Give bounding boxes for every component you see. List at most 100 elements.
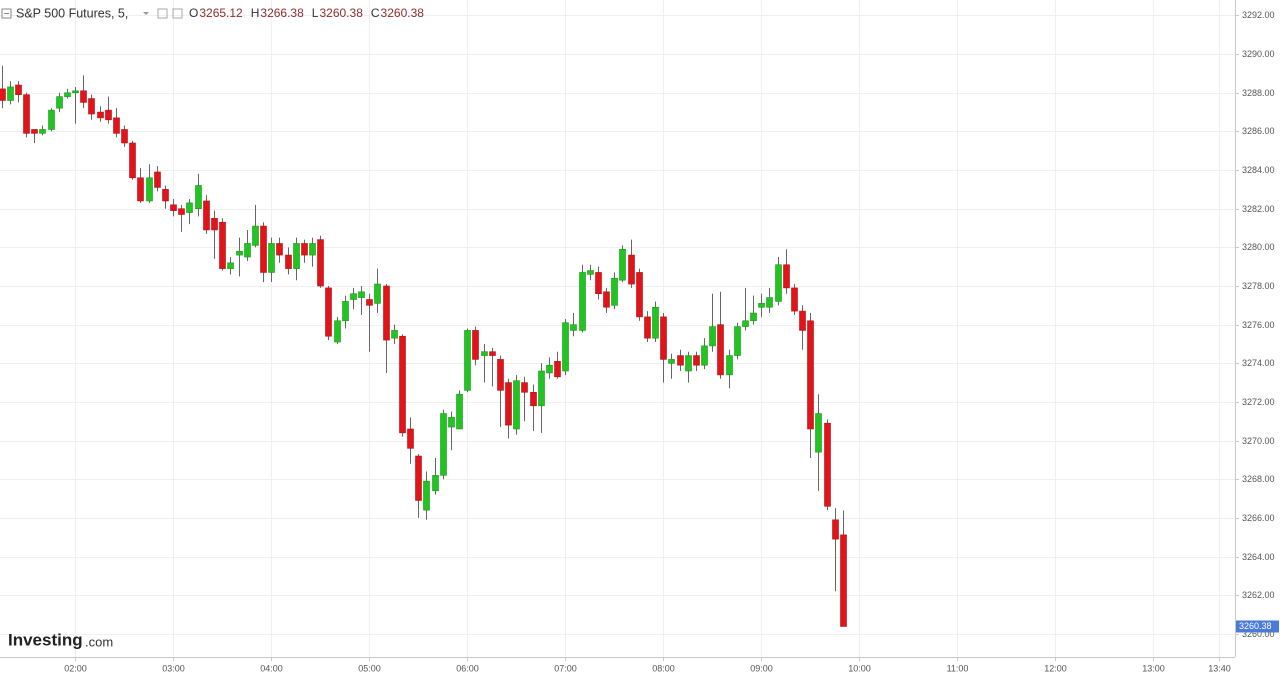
candle-body (807, 320, 814, 430)
y-tick-label: 3282.00 (1242, 204, 1275, 214)
candle-body (521, 382, 528, 393)
x-tick-label: 12:00 (1044, 663, 1067, 673)
candle-body (448, 417, 455, 428)
candle-body (644, 316, 651, 339)
candle-body (554, 361, 561, 378)
candle-body (775, 264, 782, 302)
candle-body (383, 285, 390, 341)
candle-body (211, 218, 218, 231)
candle-body (203, 200, 210, 231)
y-tick-label: 3268.00 (1242, 474, 1275, 484)
candle-body (456, 393, 463, 430)
candle-body (619, 248, 626, 281)
x-tick-label: 10:00 (848, 663, 871, 673)
candle-body (595, 272, 602, 295)
candle-body (121, 129, 128, 144)
candle-body (56, 96, 63, 109)
candle-body (72, 90, 79, 94)
candle-body (791, 287, 798, 312)
y-tick-label: 3260.00 (1242, 629, 1275, 639)
ohlc-key: L (312, 6, 319, 20)
collapse-icon[interactable] (1, 8, 12, 19)
candle-body (391, 330, 398, 339)
candle-body (252, 225, 259, 246)
candle-body (227, 262, 234, 269)
settings-icon[interactable] (157, 8, 168, 19)
candle-body (603, 291, 610, 308)
candle-body (309, 243, 316, 256)
candle-body (39, 129, 46, 134)
candle-body (129, 142, 136, 179)
watermark-brand: Investing (8, 630, 83, 649)
candle-body (137, 177, 144, 202)
y-tick-label: 3264.00 (1242, 552, 1275, 562)
y-tick-label: 3280.00 (1242, 242, 1275, 252)
candle-body (317, 239, 324, 287)
y-tick-label: 3288.00 (1242, 88, 1275, 98)
candle-body (832, 519, 839, 540)
candle-body (530, 391, 537, 407)
candle-body (579, 272, 586, 331)
candle-body (31, 129, 38, 134)
x-tick-label: 08:00 (652, 663, 675, 673)
ohlc-key: H (251, 6, 260, 20)
x-tick-label: 09:00 (750, 663, 773, 673)
ohlc-readout: O 3265.12 H 3266.38 L 3260.38 C 3260.38 (189, 6, 424, 20)
y-tick-label: 3274.00 (1242, 358, 1275, 368)
y-tick-label: 3276.00 (1242, 320, 1275, 330)
candle-body (742, 320, 749, 327)
candle-body (334, 320, 341, 343)
candle-body (758, 303, 765, 308)
candle-body (628, 254, 635, 285)
candle-body (766, 297, 773, 308)
ohlc-value: 3260.38 (381, 6, 425, 20)
candle-body (15, 84, 22, 95)
candle-body (497, 359, 504, 391)
chart-title: S&P 500 Futures, 5, (16, 6, 128, 20)
x-tick-label: 13:00 (1142, 663, 1165, 673)
candle-body (195, 185, 202, 209)
candle-body (97, 111, 104, 119)
candle-body (162, 189, 169, 202)
candle-body (105, 109, 112, 121)
candle-body (472, 330, 479, 360)
y-tick-label: 3286.00 (1242, 126, 1275, 136)
candle-body (824, 422, 831, 507)
x-tick-label: 06:00 (456, 663, 479, 673)
candle-body (146, 177, 153, 202)
candle-body (48, 109, 55, 130)
candle-body (701, 345, 708, 366)
candle-body (244, 243, 251, 258)
candle-body (0, 88, 6, 101)
close-icon[interactable] (172, 8, 183, 19)
dropdown-icon[interactable] (143, 12, 149, 15)
candle-body (407, 428, 414, 449)
candle-body (440, 413, 447, 476)
candle-body (570, 324, 577, 331)
x-tick-label: 04:00 (260, 663, 283, 673)
candle-body (80, 90, 87, 103)
candle-body (799, 310, 806, 331)
candles (0, 65, 847, 627)
y-tick-label: 3292.00 (1242, 10, 1275, 20)
axes: 3260.00 3262.00 3264.00 3266.00 3268.00 3270.… (64, 10, 1279, 673)
candle-body (178, 208, 185, 215)
candle-body (587, 270, 594, 275)
ohlc-value: 3260.38 (319, 6, 363, 20)
candle-body (513, 380, 520, 430)
candle-body (783, 264, 790, 289)
x-tick-label: 13:40 (1208, 663, 1231, 673)
y-tick-label: 3270.00 (1242, 436, 1275, 446)
last-price-label: 3260.38 (1239, 621, 1272, 631)
candle-body (677, 355, 684, 366)
ohlc-key: C (371, 6, 380, 20)
y-tick-label: 3266.00 (1242, 513, 1275, 523)
candle-body (236, 250, 243, 256)
ohlc-value: 3265.12 (199, 6, 243, 20)
candle-body (350, 293, 357, 300)
candle-body (726, 355, 733, 376)
candle-body (423, 480, 430, 511)
candle-body (285, 254, 292, 269)
y-tick-label: 3278.00 (1242, 281, 1275, 291)
